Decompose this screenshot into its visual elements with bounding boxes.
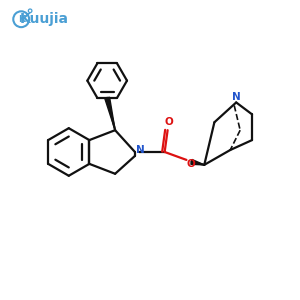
Text: O: O bbox=[186, 159, 195, 169]
Polygon shape bbox=[191, 160, 204, 165]
Polygon shape bbox=[105, 97, 115, 130]
Text: N: N bbox=[232, 92, 241, 101]
Text: Kuujia: Kuujia bbox=[20, 12, 68, 26]
Text: N: N bbox=[136, 145, 144, 155]
Text: O: O bbox=[164, 117, 173, 127]
Text: K: K bbox=[18, 15, 25, 24]
